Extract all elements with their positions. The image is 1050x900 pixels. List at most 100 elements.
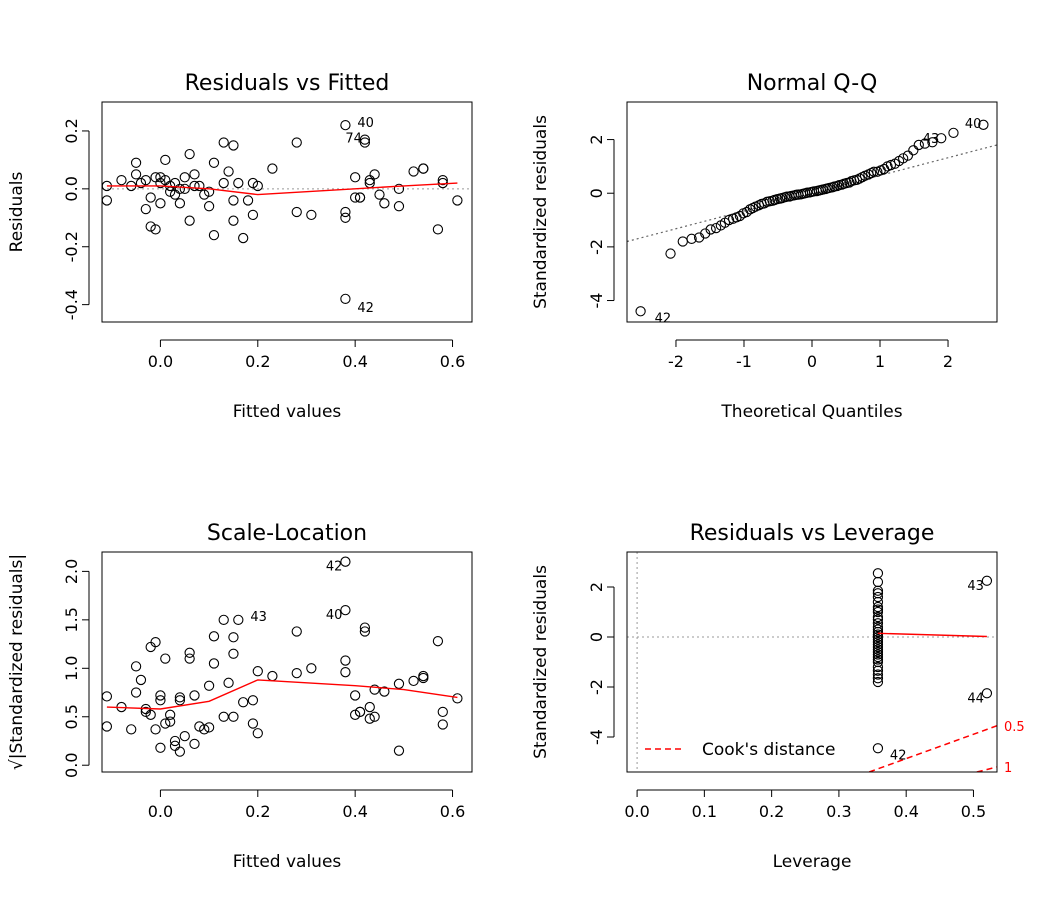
data-point [203, 680, 215, 691]
y-axis: -4 -2 0 2 [587, 582, 615, 745]
data-point [936, 133, 947, 144]
data-point [747, 202, 758, 214]
y-tick-label: -2 [587, 239, 606, 255]
data-point [978, 119, 989, 130]
point-label: 74 [345, 132, 362, 147]
plot-frame [101, 551, 473, 773]
data-point [252, 666, 263, 677]
data-point [306, 209, 317, 221]
data-point [393, 678, 405, 689]
data-point [437, 175, 448, 186]
data-point [189, 180, 200, 192]
data-point [872, 601, 884, 613]
data-point [981, 575, 993, 586]
data-point [208, 157, 220, 168]
y-tick-label: 0.5 [62, 704, 81, 729]
smooth-line [106, 182, 458, 196]
x-axis: 0.0 0.1 0.2 0.3 0.4 0.5 [624, 789, 986, 821]
data-point [155, 198, 166, 209]
data-point [705, 224, 716, 235]
y-axis-label: Standardized residuals [531, 565, 551, 759]
x-axis-label: Leverage [773, 852, 852, 872]
data-point [393, 745, 405, 756]
plot-content [102, 120, 472, 304]
y-axis: -4 -2 0 2 [587, 134, 615, 309]
data-point [247, 695, 259, 706]
data-point [854, 173, 865, 184]
data-point [872, 585, 884, 596]
data-point [169, 735, 181, 747]
data-point [199, 724, 210, 735]
panel-normal-qq: Normal Q-Q Theoretical Quantiles Standar… [531, 71, 903, 422]
data-point [354, 192, 366, 203]
data-point [340, 206, 351, 218]
x-tick-label: 0.6 [440, 802, 465, 821]
x-axis-label: Theoretical Quantiles [720, 402, 902, 422]
data-point [247, 718, 259, 729]
data-point [408, 675, 419, 687]
data-point [872, 624, 884, 635]
data-point [179, 172, 190, 183]
data-point [872, 631, 884, 643]
y-tick-label: 0 [587, 632, 606, 642]
data-point [165, 716, 176, 727]
y-tick-label: 0.0 [62, 176, 81, 201]
data-point [857, 171, 868, 183]
data-point [432, 224, 444, 235]
y-tick-label: 2.0 [62, 559, 81, 584]
data-point [872, 634, 884, 645]
data-point [179, 730, 190, 742]
data-point [844, 177, 855, 188]
data-point [872, 614, 884, 625]
data-point [927, 137, 938, 148]
point-label: 42 [655, 311, 672, 326]
data-point [203, 201, 215, 212]
cook-contour-line [976, 766, 997, 772]
point-label: 42 [890, 748, 907, 763]
data-point [140, 175, 151, 186]
data-point [179, 183, 190, 194]
data-point [184, 647, 195, 658]
data-point [354, 706, 366, 718]
data-point [340, 604, 351, 616]
y-axis-label: Standardized residuals [531, 115, 551, 309]
data-point [160, 718, 171, 729]
plot-content [102, 556, 463, 757]
data-point [919, 138, 931, 149]
x-tick-label: 2 [943, 352, 953, 371]
point-label: 44 [967, 691, 984, 706]
data-point [452, 693, 463, 704]
data-point [872, 611, 884, 623]
data-point [140, 203, 151, 215]
data-point [174, 198, 186, 209]
data-point [145, 192, 156, 203]
data-point [872, 641, 884, 653]
data-point [872, 654, 884, 665]
data-point [218, 711, 229, 722]
data-point [233, 177, 244, 189]
data-point [184, 215, 195, 226]
data-point [174, 692, 186, 703]
x-tick-label: 0.2 [759, 802, 784, 821]
x-tick-label: 0 [807, 352, 817, 371]
cook-contour-line [868, 725, 997, 772]
data-point [359, 137, 371, 148]
data-point [665, 248, 676, 259]
data-point [291, 626, 302, 637]
data-point [369, 684, 380, 695]
panel-title: Normal Q-Q [747, 71, 878, 96]
data-point [174, 746, 186, 757]
data-point [364, 713, 375, 724]
y-tick-label: 0 [587, 188, 606, 198]
data-point [872, 743, 884, 754]
data-point [340, 293, 351, 304]
data-point [452, 195, 463, 206]
data-point [379, 686, 390, 697]
point-label: 40 [357, 116, 374, 131]
data-point [155, 172, 166, 183]
x-tick-label: 0.4 [342, 802, 367, 821]
plot-content [627, 552, 997, 772]
data-point [189, 738, 200, 750]
data-point [238, 232, 249, 244]
